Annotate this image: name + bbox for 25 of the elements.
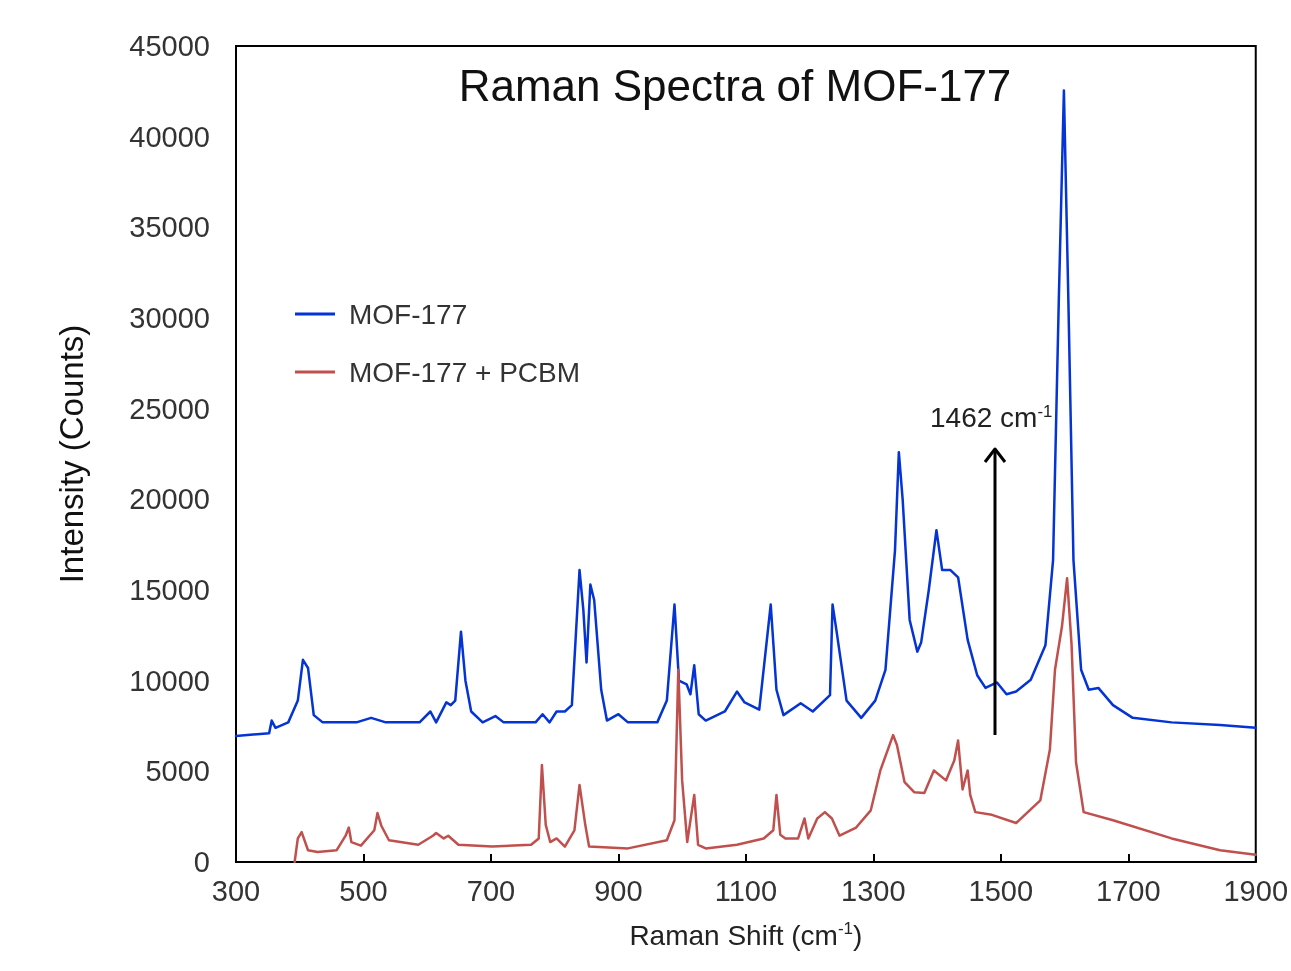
legend-label: MOF-177 [349,298,468,330]
y-tick-label: 35000 [129,211,210,244]
y-tick-label: 40000 [129,120,210,153]
y-tick-label: 5000 [145,755,210,788]
x-tick-label: 1100 [714,874,778,907]
x-tick-label: 500 [339,874,388,907]
legend-label: MOF-177 + PCBM [349,356,581,388]
chart-title: Raman Spectra of MOF-177 [458,60,1012,110]
y-tick-label: 15000 [129,574,210,606]
y-tick-label: 30000 [129,302,210,334]
y-tick-label: 25000 [129,392,210,425]
x-tick-label: 700 [466,874,516,907]
y-tick-label: 0 [193,846,210,878]
x-tick-label: 1500 [968,874,1034,907]
annotation: 1462 cm$^{-1}$ [930,402,1053,435]
x-tick-label: 900 [594,874,643,907]
y-tick-label: 45000 [129,30,210,62]
x-tick-label: 1300 [841,874,906,907]
x-tick-label: 300 [211,874,261,907]
line-series [293,576,1257,864]
x-tick-label: 1900 [1223,874,1288,907]
x-tick-label: 1700 [1096,874,1161,907]
y-tick-label: 10000 [129,664,210,697]
y-axis-title: Intensity (Counts) [53,324,90,584]
y-tick-label: 20000 [129,483,210,516]
